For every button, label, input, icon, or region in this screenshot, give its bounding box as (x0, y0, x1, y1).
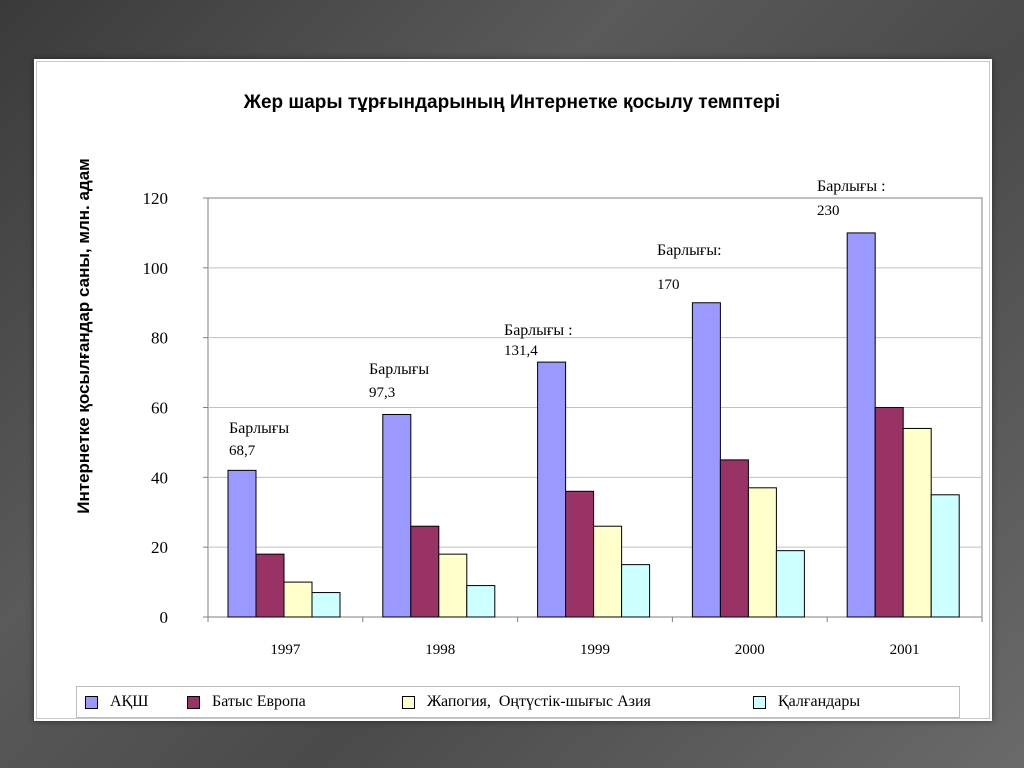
legend-item-usa: АҚШ (85, 687, 148, 717)
legend-item-japan-asia: Жапогия, Оңтүстік-шығыс Азия (402, 687, 651, 717)
y-tick-label: 60 (151, 399, 168, 418)
total-annotation-label: Барлығы (369, 361, 429, 378)
legend-item-others: Қалғандары (753, 687, 860, 717)
slide-inner-border (36, 61, 990, 719)
y-tick-label: 120 (143, 189, 169, 208)
legend-swatch-west-europe (187, 695, 200, 709)
total-annotation-label: Барлығы (229, 420, 289, 437)
x-tick-label: 1999 (580, 642, 610, 658)
bar (902, 427, 932, 618)
bar (747, 487, 777, 618)
total-annotation-value: 230 (817, 203, 840, 219)
legend-swatch-usa (85, 695, 98, 709)
bar (691, 302, 721, 618)
legend-label-usa: АҚШ (110, 693, 149, 710)
legend-label-west-europe: Батыс Европа (212, 693, 306, 710)
bar (466, 585, 496, 618)
y-tick-label: 20 (151, 538, 168, 557)
total-annotation-label: Барлығы: (657, 242, 722, 259)
bar (621, 564, 651, 618)
total-annotation-value: 131,4 (504, 343, 538, 359)
bar (719, 459, 749, 618)
total-annotation-value: 68,7 (229, 443, 256, 459)
bar (846, 232, 876, 618)
bar (874, 407, 904, 618)
legend-swatch-others (753, 695, 766, 709)
legend-label-others: Қалғандары (778, 693, 861, 710)
legend-item-west-europe: Батыс Европа (187, 687, 306, 717)
y-tick-label: 80 (151, 329, 168, 348)
bar (410, 525, 440, 618)
x-tick-label: 2000 (735, 642, 765, 658)
bar (438, 553, 468, 618)
x-tick-label: 1997 (270, 642, 301, 658)
total-annotation-label: Барлығы : (817, 178, 886, 195)
x-tick-label: 1998 (425, 642, 455, 658)
y-tick-label: 100 (143, 259, 169, 278)
bar (311, 592, 341, 618)
bar (930, 494, 960, 618)
bar (775, 550, 805, 618)
bar (255, 553, 285, 618)
bar (537, 361, 567, 618)
x-tick-label: 2001 (890, 642, 920, 658)
legend-label-japan-asia: Жапогия, Оңтүстік-шығыс Азия (427, 693, 651, 710)
chart-title: Жер шары тұрғындарының Интернетке қосылу… (243, 92, 781, 113)
total-annotation-value: 97,3 (369, 385, 395, 401)
y-tick-label: 40 (151, 468, 168, 487)
bar (593, 525, 623, 618)
legend-swatch-japan-asia (402, 695, 415, 709)
chart-legend: АҚШ Батыс Европа Жапогия, Оңтүстік-шығыс… (76, 686, 960, 718)
bar (283, 581, 313, 618)
bar (382, 413, 412, 618)
y-tick-label: 0 (160, 608, 169, 627)
total-annotation-value: 170 (657, 277, 680, 293)
total-annotation-label: Барлығы : (504, 322, 573, 339)
bar (565, 490, 595, 618)
bar (227, 469, 257, 618)
